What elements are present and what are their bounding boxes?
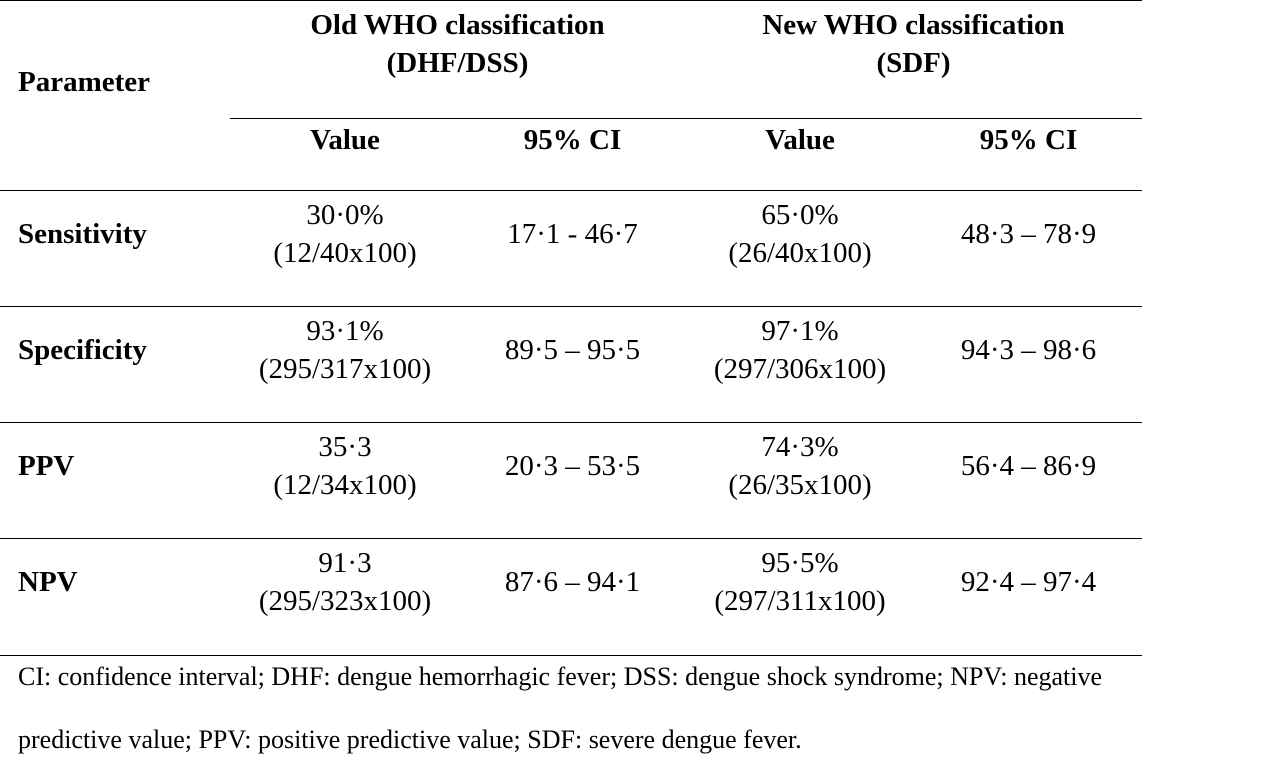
row-rule-1 <box>0 306 1142 307</box>
header-group-old-line2: (DHF/DSS) <box>386 47 529 79</box>
header-col-value-old: Value <box>310 124 380 156</box>
row-sensitivity-label: Sensitivity <box>18 218 147 250</box>
header-col-value-new: Value <box>765 124 835 156</box>
row-ppv-old-value: 35·3 (12/34x100) <box>273 431 417 501</box>
row-specificity-old-ci: 89·5 – 95·5 <box>504 334 641 366</box>
row-ppv-new-value: 74·3% (26/35x100) <box>728 431 872 501</box>
header-col-ci-new: 95% CI <box>979 124 1078 156</box>
row-npv-new-value: 95·5% (297/311x100) <box>714 547 886 617</box>
top-rule <box>0 0 1142 1</box>
header-bottom-rule <box>0 190 1142 191</box>
header-group-old-line1: Old WHO classification <box>310 9 605 41</box>
header-group-new-line2: (SDF) <box>876 47 951 79</box>
row-sensitivity-new-value: 65·0% (26/40x100) <box>728 199 872 269</box>
row-npv-old-ci: 87·6 – 94·1 <box>504 566 641 598</box>
row-ppv-new-ci: 56·4 – 86·9 <box>960 450 1097 482</box>
row-ppv-label: PPV <box>18 450 75 482</box>
subheader-rule <box>230 118 1142 119</box>
row-rule-3 <box>0 538 1142 539</box>
header-parameter: Parameter <box>18 66 151 98</box>
row-specificity-new-ci: 94·3 – 98·6 <box>960 334 1097 366</box>
row-sensitivity-old-value: 30·0% (12/40x100) <box>273 199 417 269</box>
row-ppv-old-ci: 20·3 – 53·5 <box>504 450 641 482</box>
header-group-old: Old WHO classification (DHF/DSS) <box>230 6 685 82</box>
footnote-line-1: CI: confidence interval; DHF: dengue hem… <box>18 662 1103 691</box>
row-npv-label: NPV <box>18 566 78 598</box>
row-rule-2 <box>0 422 1142 423</box>
row-npv-old-value: 91·3 (295/323x100) <box>258 547 432 617</box>
header-group-new-line1: New WHO classification <box>762 9 1065 41</box>
header-group-new: New WHO classification (SDF) <box>685 6 1142 82</box>
row-npv-new-ci: 92·4 – 97·4 <box>960 566 1097 598</box>
row-sensitivity-new-ci: 48·3 – 78·9 <box>960 218 1097 250</box>
row-specificity-old-value: 93·1% (295/317x100) <box>258 315 432 385</box>
table-bottom-rule <box>0 655 1142 656</box>
header-col-ci-old: 95% CI <box>523 124 622 156</box>
row-sensitivity-old-ci: 17·1 - 46·7 <box>507 218 638 250</box>
row-specificity-label: Specificity <box>18 334 147 366</box>
footnote-line-2: predictive value; PPV: positive predicti… <box>18 725 802 754</box>
row-specificity-new-value: 97·1% (297/306x100) <box>713 315 887 385</box>
